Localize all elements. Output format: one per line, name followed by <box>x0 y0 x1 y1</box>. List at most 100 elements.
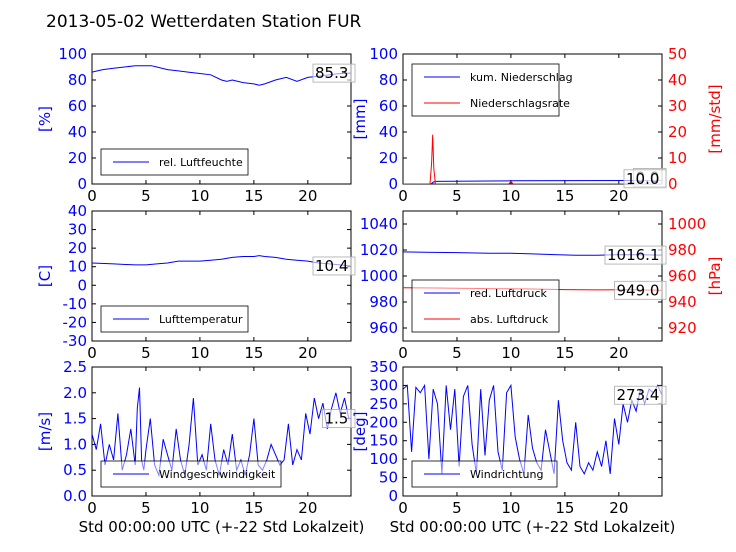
legend-label: kum. Niederschlag <box>470 71 573 84</box>
x-tick-label: 20 <box>609 344 628 362</box>
y-tick-label-right: 1000 <box>668 215 706 233</box>
x-tick-label: 20 <box>298 499 317 517</box>
x-tick-label: 10 <box>190 499 209 517</box>
y-tick-label: 20 <box>68 149 87 167</box>
x-tick-label: 0 <box>398 499 408 517</box>
x-tick-label: 10 <box>501 499 520 517</box>
plot-frame <box>91 53 352 185</box>
y-tick-label: 10 <box>68 258 87 276</box>
x-tick-label: 5 <box>141 499 151 517</box>
legend-label: Windrichtung <box>470 468 543 481</box>
y-tick-label: 20 <box>68 239 87 257</box>
x-tick-label: 10 <box>501 344 520 362</box>
y-tick-label-right: 960 <box>668 267 697 285</box>
y-tick-label: 1040 <box>360 215 398 233</box>
annotation-box <box>604 245 667 265</box>
y-tick-label: 250 <box>369 395 398 413</box>
y-tick-label: -30 <box>63 332 88 350</box>
legend-label: Niederschlagsrate <box>470 97 570 110</box>
series-line <box>403 179 662 184</box>
x-tick-label: 5 <box>452 344 462 362</box>
y-tick-label: 60 <box>379 97 398 115</box>
annotation-text: 949.0 <box>617 281 660 299</box>
y-axis-label: [%] <box>36 106 54 132</box>
x-tick-label: 5 <box>141 187 151 205</box>
legend: Windrichtung <box>411 460 558 488</box>
legend: kum. Niederschlag Niederschlagsrate <box>411 63 573 117</box>
y-axis-label: [m/s] <box>36 412 54 451</box>
y-tick-label-right: 0 <box>668 175 678 193</box>
y-tick-label: 200 <box>369 413 398 431</box>
x-tick-label: 15 <box>555 344 574 362</box>
y-tick-label: 0 <box>77 276 87 294</box>
y-tick-label: 100 <box>369 45 398 63</box>
x-tick-label: 0 <box>87 344 97 362</box>
annotation-text: 1016.1 <box>607 246 660 264</box>
y-tick-label: 980 <box>369 293 398 311</box>
annotation-text: 1.5 <box>325 410 349 428</box>
y-tick-label-right: 920 <box>668 319 697 337</box>
y-tick-label: 960 <box>369 319 398 337</box>
x-tick-label: 10 <box>190 187 209 205</box>
y-tick-label: 40 <box>379 123 398 141</box>
y-tick-label: 0 <box>77 175 87 193</box>
y-tick-label: -20 <box>63 313 88 331</box>
y-axis-label: [C] <box>36 265 54 287</box>
x-tick-label: 15 <box>555 187 574 205</box>
y-axis-label-right: [hPa] <box>706 257 724 296</box>
legend-label: abs. Luftdruck <box>470 313 549 326</box>
y-tick-label: 0.0 <box>63 487 87 505</box>
y-tick-label: 0 <box>388 175 398 193</box>
y-tick-label: 150 <box>369 432 398 450</box>
x-tick-label: 15 <box>244 499 263 517</box>
annotation-box <box>614 280 667 300</box>
plot-frame <box>402 366 663 497</box>
x-tick-label: 5 <box>141 344 151 362</box>
y-tick-label-right: 50 <box>668 45 687 63</box>
legend-box <box>411 63 560 117</box>
x-axis-label: Std 00:00:00 UTC (+-22 Std Lokalzeit) <box>79 518 365 536</box>
y-tick-label: 30 <box>68 221 87 239</box>
x-tick-label: 20 <box>609 499 628 517</box>
x-tick-label: 0 <box>87 187 97 205</box>
plot-frame <box>91 210 352 342</box>
y-tick-label: 2.5 <box>63 358 87 376</box>
y-tick-label: 20 <box>379 149 398 167</box>
annotation-box <box>312 256 356 276</box>
annotation-text: 273.4 <box>617 386 660 404</box>
x-tick-label: 15 <box>555 499 574 517</box>
x-axis-label: Std 00:00:00 UTC (+-22 Std Lokalzeit) <box>390 518 676 536</box>
y-axis-label-right: [mm/std] <box>706 84 724 153</box>
x-tick-label: 10 <box>501 187 520 205</box>
y-tick-label-right: 980 <box>668 241 697 259</box>
y-axis-label: [deg] <box>351 412 369 452</box>
legend: red. Luftdruck abs. Luftdruck <box>411 279 560 333</box>
y-tick-label-right: 20 <box>668 123 687 141</box>
annotation-text: 10.0 <box>626 170 659 188</box>
x-tick-label: 0 <box>87 499 97 517</box>
y-tick-label: 0 <box>388 487 398 505</box>
annotation-text: 10.4 <box>315 257 348 275</box>
y-tick-label: 1.5 <box>63 410 87 428</box>
series-line <box>403 383 662 476</box>
annotation-box <box>322 409 356 429</box>
x-tick-label: 20 <box>609 187 628 205</box>
y-tick-label-right: 940 <box>668 293 697 311</box>
y-tick-label: 300 <box>369 376 398 394</box>
panel-pressure: 0 5 10 15 20 960 980 1000 1020 1040 920 940 960 980 10… <box>360 210 724 362</box>
y-tick-label-right: 30 <box>668 97 687 115</box>
y-tick-label: 1020 <box>360 241 398 259</box>
annotation-text: 85.3 <box>315 64 348 82</box>
plot-frame <box>91 366 352 497</box>
legend: Lufttemperatur <box>100 305 249 333</box>
y-tick-label-right: 10 <box>668 149 687 167</box>
x-tick-label: 10 <box>190 344 209 362</box>
annotation-box <box>623 169 667 189</box>
y-tick-label: 50 <box>379 469 398 487</box>
legend-label: rel. Luftfeuchte <box>159 156 243 169</box>
chart-title: 2013-05-02 Wetterdaten Station FUR <box>46 12 362 32</box>
series-line <box>92 255 351 267</box>
y-tick-label: 1000 <box>360 267 398 285</box>
